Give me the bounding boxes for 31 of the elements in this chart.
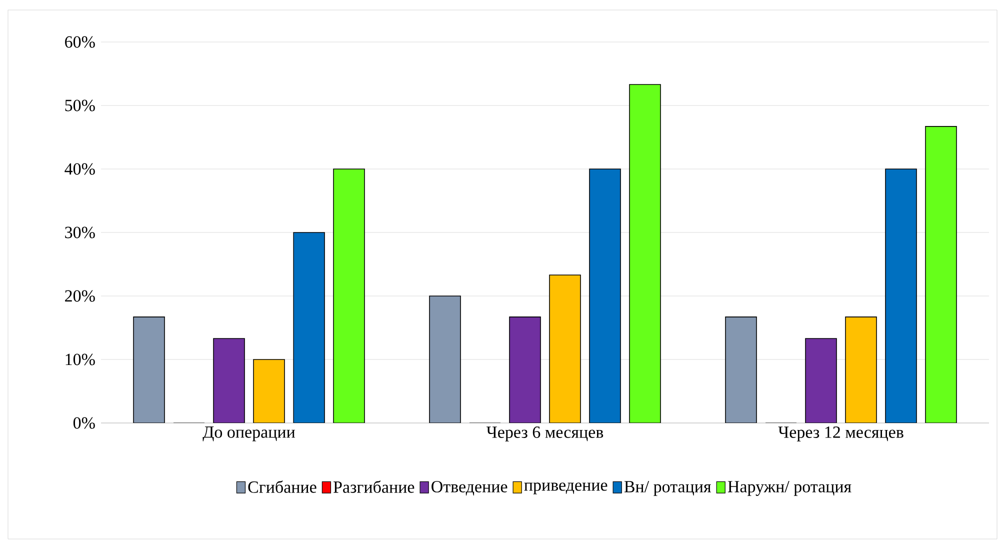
bar — [845, 316, 877, 423]
bar — [589, 168, 621, 423]
bar — [805, 338, 837, 423]
bar — [213, 338, 245, 423]
y-tick-label: 30% — [65, 226, 95, 238]
bar — [549, 274, 581, 423]
y-tick-label: 40% — [64, 163, 95, 175]
bar — [509, 316, 541, 423]
legend-label: Сгибание — [248, 480, 316, 493]
y-tick-label: 60% — [65, 36, 95, 48]
bar — [725, 316, 757, 423]
x-tick-label: Через 6 месяцев — [486, 426, 604, 442]
legend-label: Разгибание — [334, 480, 414, 493]
bar — [293, 232, 325, 423]
bar — [629, 84, 661, 423]
y-tick-label: 50% — [65, 100, 95, 112]
bar — [333, 168, 365, 423]
y-tick-label: 20% — [65, 290, 95, 302]
legend-label: приведение — [524, 482, 608, 494]
legend-label: Вн/ ротация — [624, 481, 711, 496]
bar — [925, 126, 957, 423]
y-tick-label: 10% — [66, 354, 95, 366]
bar — [133, 316, 165, 423]
x-tick-label: Через 12 месяцев — [778, 426, 904, 442]
y-tick-label: 0% — [73, 417, 95, 429]
legend-label: Наружн/ ротация — [728, 481, 852, 496]
x-tick-label: До операции — [202, 426, 296, 442]
bar — [253, 359, 285, 423]
bar — [885, 168, 917, 423]
bar — [429, 296, 461, 423]
legend-label: Отведение — [432, 480, 508, 496]
